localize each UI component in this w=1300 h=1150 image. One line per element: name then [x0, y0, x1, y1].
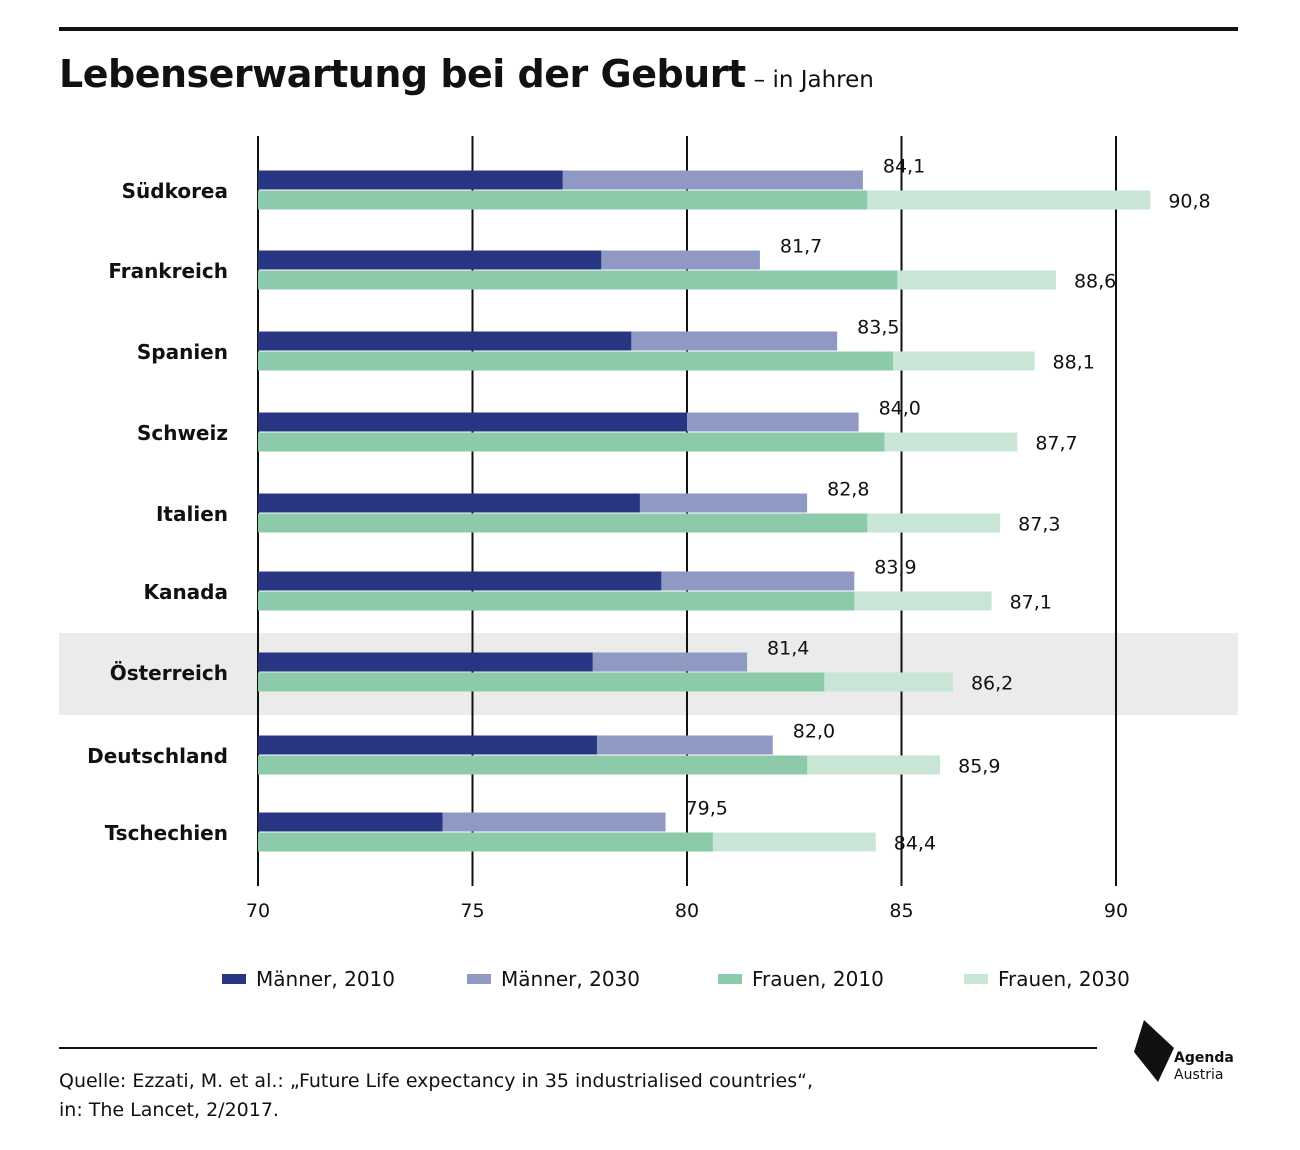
- top-rule: [59, 27, 1238, 31]
- category-label-1: Frankreich: [108, 259, 228, 283]
- chart-subtitle: – in Jahren: [753, 67, 874, 93]
- source-note: Quelle: Ezzati, M. et al.: „Future Life …: [59, 1067, 813, 1125]
- value-label-women-2030-3: 87,7: [1035, 433, 1077, 455]
- value-label-women-2030-2: 88,1: [1052, 352, 1094, 374]
- category-label-6: Österreich: [110, 661, 228, 685]
- category-label-3: Schweiz: [137, 421, 228, 445]
- bar-men-2010-8: [258, 812, 443, 832]
- bar-men-2010-2: [258, 331, 632, 351]
- bar-women-2010-3: [258, 432, 885, 452]
- bar-women-2010-4: [258, 513, 868, 533]
- agenda-austria-logo: Agenda Austria: [1130, 1018, 1240, 1088]
- logo-word-2: Austria: [1174, 1067, 1224, 1083]
- bar-men-2010-7: [258, 735, 597, 755]
- chart-title: Lebenserwartung bei der Geburt: [59, 52, 746, 96]
- logo-word-1: Agenda: [1174, 1050, 1234, 1066]
- bar-women-2010-2: [258, 351, 893, 371]
- value-label-women-2030-7: 85,9: [958, 756, 1000, 778]
- category-label-4: Italien: [156, 502, 228, 526]
- legend-label-2: Frauen, 2010: [752, 967, 884, 991]
- value-label-men-2030-6: 81,4: [767, 638, 809, 660]
- value-label-women-2030-5: 87,1: [1010, 592, 1052, 614]
- legend-swatch-2: [718, 974, 742, 984]
- value-label-men-2030-2: 83,5: [857, 317, 899, 339]
- legend-swatch-0: [222, 974, 246, 984]
- value-label-men-2030-0: 84,1: [883, 156, 925, 178]
- value-label-women-2030-1: 88,6: [1074, 271, 1116, 293]
- x-tick-label-85: 85: [889, 900, 913, 922]
- x-tick-label-90: 90: [1104, 900, 1128, 922]
- category-label-5: Kanada: [143, 580, 228, 604]
- value-label-men-2030-8: 79,5: [686, 798, 728, 820]
- legend-label-1: Männer, 2030: [501, 967, 640, 991]
- category-label-2: Spanien: [137, 340, 228, 364]
- value-label-men-2030-1: 81,7: [780, 236, 822, 258]
- x-tick-label-70: 70: [246, 900, 270, 922]
- legend-swatch-1: [467, 974, 491, 984]
- value-label-men-2030-3: 84,0: [879, 398, 921, 420]
- bar-women-2010-7: [258, 755, 808, 775]
- legend-label-3: Frauen, 2030: [998, 967, 1130, 991]
- legend-swatch-3: [964, 974, 988, 984]
- x-tick-label-80: 80: [675, 900, 699, 922]
- category-label-0: Südkorea: [122, 179, 228, 203]
- bar-women-2010-6: [258, 672, 825, 692]
- category-label-7: Deutschland: [87, 744, 228, 768]
- value-label-women-2030-0: 90,8: [1168, 191, 1210, 213]
- category-label-8: Tschechien: [105, 821, 228, 845]
- bottom-rule: [59, 1047, 1097, 1049]
- bar-women-2010-8: [258, 832, 713, 852]
- source-line-1: Quelle: Ezzati, M. et al.: „Future Life …: [59, 1070, 813, 1092]
- logo-mark-icon: [1134, 1020, 1174, 1082]
- bar-women-2010-5: [258, 591, 855, 611]
- bar-men-2010-1: [258, 250, 602, 270]
- title-row: Lebenserwartung bei der Geburt – in Jahre…: [59, 52, 874, 96]
- bar-men-2010-5: [258, 571, 662, 591]
- value-label-women-2030-8: 84,4: [894, 833, 936, 855]
- legend-label-0: Männer, 2010: [256, 967, 395, 991]
- bar-women-2010-0: [258, 190, 868, 210]
- value-label-women-2030-4: 87,3: [1018, 514, 1060, 536]
- bar-men-2010-4: [258, 493, 640, 513]
- bar-men-2010-0: [258, 170, 563, 190]
- bar-men-2010-6: [258, 652, 593, 672]
- value-label-men-2030-5: 83,9: [874, 557, 916, 579]
- source-line-2: in: The Lancet, 2/2017.: [59, 1099, 279, 1121]
- bar-women-2010-1: [258, 270, 898, 290]
- value-label-men-2030-4: 82,8: [827, 479, 869, 501]
- value-label-men-2030-7: 82,0: [793, 721, 835, 743]
- value-label-women-2030-6: 86,2: [971, 673, 1013, 695]
- x-tick-label-75: 75: [460, 900, 484, 922]
- bar-men-2010-3: [258, 412, 687, 432]
- bar-chart: Südkorea 84,1 90,8 Frankreich 81,7 88,6 Spanie…: [59, 136, 1238, 991]
